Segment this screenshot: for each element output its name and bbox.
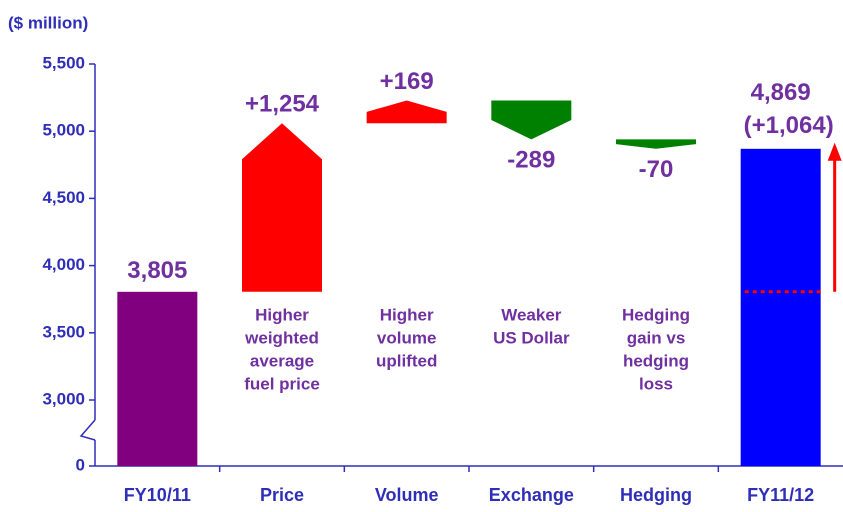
bar <box>366 100 447 124</box>
description: Weaker <box>501 305 562 324</box>
value-label: 3,805 <box>127 257 187 284</box>
description: Higher <box>255 305 309 324</box>
description: gain vs <box>627 328 686 347</box>
description: weighted <box>244 328 319 347</box>
y-tick-label: 3,000 <box>42 389 85 408</box>
description: uplifted <box>376 351 437 370</box>
x-tick-label: FY10/11 <box>124 485 191 505</box>
value-label: 4,869 <box>751 79 811 106</box>
y-tick-label: 5,000 <box>42 121 85 140</box>
axis-break <box>79 419 96 441</box>
value-label: -289 <box>507 147 555 174</box>
description: Higher <box>380 305 434 324</box>
x-tick-label: Price <box>260 485 304 505</box>
bar <box>740 148 821 466</box>
description: Hedging <box>622 305 690 324</box>
description: volume <box>377 328 437 347</box>
bar <box>117 291 198 466</box>
y-tick-label: 0 <box>76 455 85 474</box>
description: average <box>250 351 314 370</box>
x-tick-label: FY11/12 <box>747 485 814 505</box>
annotation: (+1,064) <box>744 112 834 139</box>
chart-title: ($ million) <box>8 13 88 32</box>
y-tick-label: 5,500 <box>42 53 85 72</box>
y-tick-label: 4,000 <box>42 255 85 274</box>
value-label: +169 <box>380 68 434 95</box>
description: fuel price <box>244 374 320 393</box>
bar <box>491 100 572 140</box>
y-tick-label: 3,500 <box>42 322 85 341</box>
value-label: -70 <box>639 156 674 183</box>
bar <box>616 139 696 149</box>
x-tick-label: Exchange <box>489 485 574 505</box>
x-tick-label: Volume <box>375 485 439 505</box>
description: US Dollar <box>493 328 570 347</box>
y-tick-label: 4,500 <box>42 188 85 207</box>
x-tick-label: Hedging <box>620 485 692 505</box>
value-label: +1,254 <box>245 91 320 118</box>
description: hedging <box>623 351 689 370</box>
arrow-head <box>827 142 842 161</box>
description: loss <box>639 374 673 393</box>
bar <box>242 123 322 292</box>
